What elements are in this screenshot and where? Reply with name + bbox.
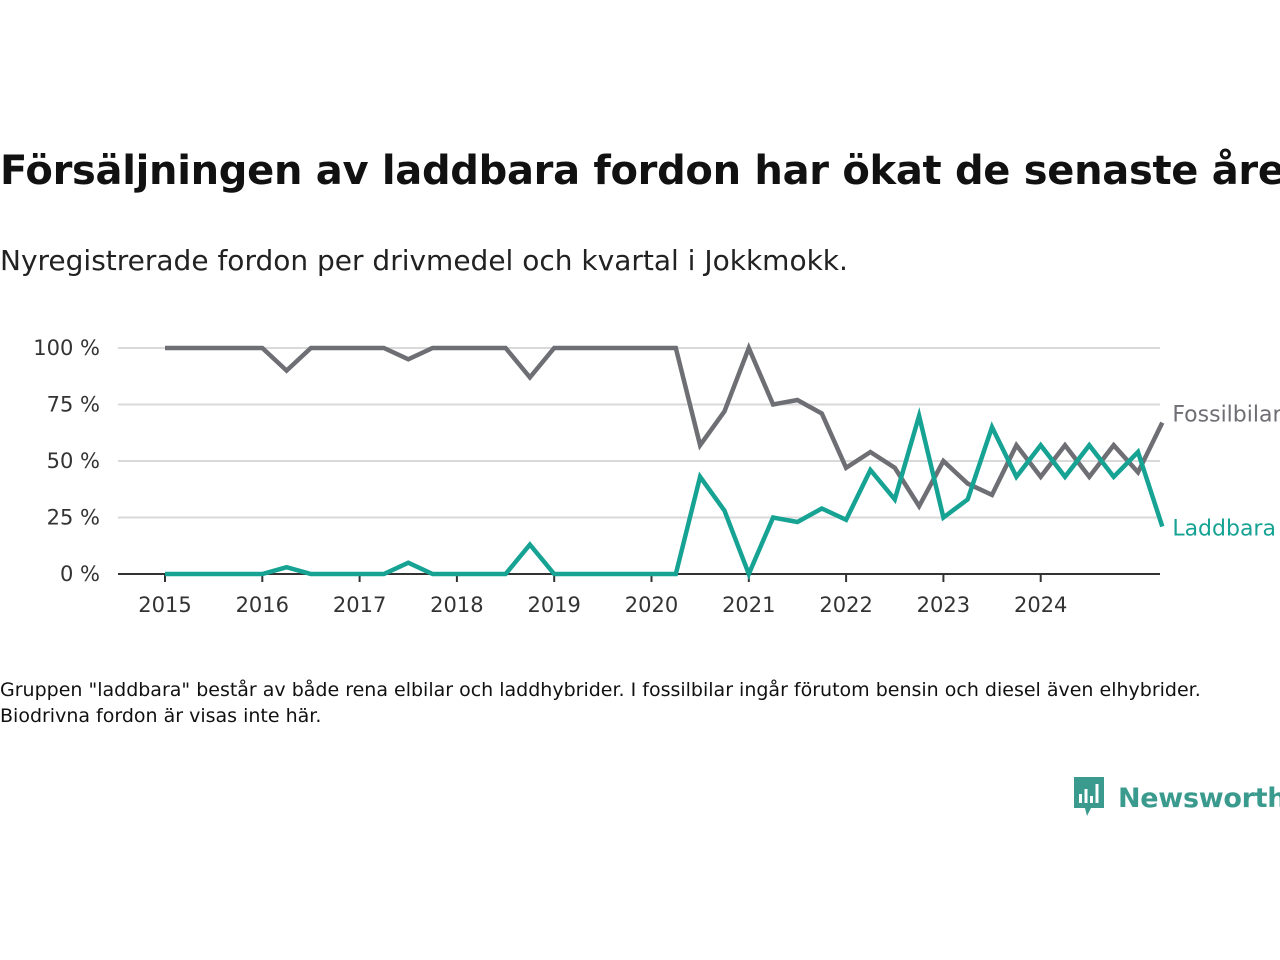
- x-tick-label: 2023: [917, 593, 970, 617]
- gridlines: [118, 347, 1160, 519]
- y-axis-ticks: 0 % 25 % 50 % 75 % 100 %: [33, 336, 100, 586]
- newsworthy-logo-icon: [1072, 775, 1106, 821]
- y-tick-label: 75 %: [47, 393, 100, 417]
- series-line-laddbara: [165, 407, 1165, 580]
- y-tick-label: 50 %: [47, 449, 100, 473]
- series-label-fossilbilar: Fossilbilar: [1172, 403, 1280, 428]
- x-tick-label: 2024: [1014, 593, 1067, 617]
- x-tick-label: 2016: [236, 593, 289, 617]
- series-lines: [165, 342, 1165, 580]
- x-tick-label: 2017: [333, 593, 386, 617]
- x-tick-label: 2018: [430, 593, 483, 617]
- x-axis: 2015 2016 2017 2018 2019 2020 2021 2022 2023 2024: [118, 573, 1160, 617]
- line-chart: 0 %25 %50 %75 %100 % 2015 2016 2017 2018 201…: [33, 336, 1280, 617]
- series-labels: Fossilbilar Laddbara: [1172, 403, 1280, 542]
- series-line-fossilbilar: [165, 342, 1165, 511]
- y-tick-label: 0 %: [60, 562, 100, 586]
- brand-logo[interactable]: Newsworthy: [1072, 776, 1280, 820]
- x-tick-label: 2020: [625, 593, 678, 617]
- x-tick-label: 2022: [819, 593, 872, 617]
- series-label-laddbara: Laddbara: [1172, 517, 1276, 542]
- x-tick-label: 2015: [138, 593, 191, 617]
- x-tick-label: 2019: [527, 593, 580, 617]
- y-tick-label: 100 %: [33, 336, 100, 360]
- chart-subtitle: Nyregistrerade fordon per drivmedel och …: [0, 244, 848, 277]
- x-tick-label: 2021: [722, 593, 775, 617]
- chart-title: Försäljningen av laddbara fordon har öka…: [0, 148, 1280, 194]
- footnote: Gruppen "laddbara" består av både rena e…: [0, 679, 1201, 727]
- brand-name: Newsworthy: [1118, 782, 1280, 814]
- y-tick-label: 25 %: [47, 506, 100, 530]
